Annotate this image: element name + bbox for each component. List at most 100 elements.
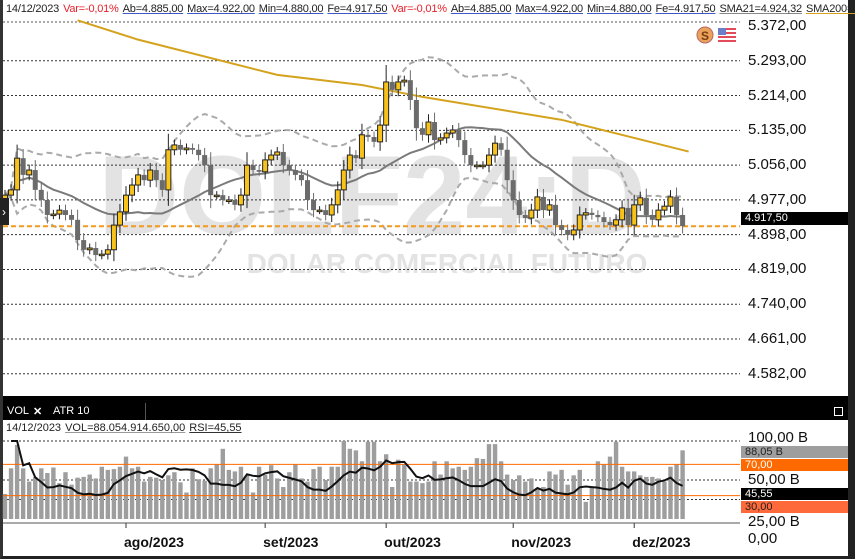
candle xyxy=(395,81,402,91)
header-max-2: Max=4.922,00 xyxy=(515,3,583,15)
volume-bar xyxy=(160,480,165,519)
volume-bar xyxy=(347,448,353,519)
candle xyxy=(14,157,21,191)
candle xyxy=(425,121,432,136)
candle xyxy=(365,134,371,138)
volume-bar xyxy=(323,480,328,519)
volume-bar xyxy=(20,468,26,519)
candle xyxy=(323,210,329,215)
candle xyxy=(443,132,450,139)
candle xyxy=(667,196,674,207)
candle xyxy=(346,154,353,171)
vol-axis-50: 50,00 B xyxy=(748,471,800,488)
volume-bar xyxy=(589,487,595,519)
header-sma200: SMA200=5.087,45 xyxy=(805,3,855,15)
price-header: 14/12/2023 Var=-0,01% Ab=4.885,00 Max=4.922… xyxy=(6,3,855,15)
price-axis-label: 4.819,00 xyxy=(748,260,807,278)
header-close: Fe=4.917,50 xyxy=(327,3,388,15)
candle xyxy=(86,247,93,251)
indicator-header: 14/12/2023 VOL=88.054.914.650,00 RSI=45,55 xyxy=(6,422,246,434)
indicator-rsi: RSI=45,55 xyxy=(189,422,242,434)
candle xyxy=(631,204,638,226)
candle xyxy=(20,158,26,175)
volume-bar xyxy=(123,456,129,519)
volume-bar xyxy=(529,478,534,519)
volume-bar xyxy=(166,475,171,519)
price-axis-label: 5.214,00 xyxy=(748,86,807,104)
candle xyxy=(183,147,190,151)
watermark-symbol: DOLF24:D xyxy=(98,133,646,258)
volume-bar xyxy=(420,483,425,519)
volume-bar xyxy=(317,466,322,519)
volume-bar xyxy=(135,466,141,519)
candle xyxy=(559,225,565,230)
volume-bar xyxy=(117,466,123,519)
candle xyxy=(655,209,662,221)
volume-bar xyxy=(8,468,14,519)
candle xyxy=(534,196,541,211)
price-axis-label: 5.372,00 xyxy=(748,17,807,34)
currency-icon[interactable] xyxy=(696,26,714,44)
candle xyxy=(449,129,456,134)
tab-atr[interactable]: ATR 10 xyxy=(53,405,90,417)
volume-bar xyxy=(226,469,232,519)
price-axis-label: 5.056,00 xyxy=(748,156,807,174)
volume-bar xyxy=(305,481,310,519)
volume-bar xyxy=(27,481,32,519)
candle xyxy=(528,209,535,219)
candle xyxy=(625,207,631,226)
header-min: Min=4.880,00 xyxy=(258,3,324,15)
volume-bar xyxy=(553,474,558,519)
candle xyxy=(479,164,486,168)
volume-bar xyxy=(390,487,395,519)
candle xyxy=(473,164,480,168)
price-axis-label: 5.135,00 xyxy=(748,121,807,139)
header-open-2: Ab=4.885,00 xyxy=(450,3,512,15)
currency-icon-letter: S xyxy=(701,29,709,43)
candle xyxy=(75,219,81,241)
us-flag-icon[interactable] xyxy=(718,28,736,42)
vol-axis-25: 25,00 B xyxy=(748,513,800,530)
volume-bar xyxy=(99,466,104,519)
price-axis-label: 4.977,00 xyxy=(748,190,807,208)
candle xyxy=(619,207,626,221)
candle xyxy=(135,174,142,186)
volume-bar xyxy=(184,492,189,519)
candle xyxy=(401,79,408,83)
candle xyxy=(601,217,607,223)
volume-bar xyxy=(492,444,498,519)
candle xyxy=(110,224,117,251)
candle xyxy=(565,229,571,235)
candle xyxy=(81,240,87,250)
tab-vol[interactable]: VOL xyxy=(7,405,30,417)
expand-panel-button[interactable] xyxy=(0,198,9,225)
volume-bar xyxy=(293,464,298,519)
volume-bar xyxy=(311,469,316,519)
volume-bar xyxy=(644,476,649,519)
candle xyxy=(292,170,298,175)
pane-divider[interactable] xyxy=(3,396,848,403)
volume-bar xyxy=(275,478,280,519)
candle xyxy=(353,155,359,159)
candle xyxy=(437,137,444,141)
volume-bar xyxy=(613,441,619,519)
candle xyxy=(340,169,347,191)
close-tab-icon[interactable]: ✕ xyxy=(33,406,43,418)
candle xyxy=(50,213,57,217)
volume-bar xyxy=(81,476,86,519)
candle xyxy=(26,169,33,176)
volume-bar xyxy=(269,465,274,519)
maximize-pane-icon[interactable] xyxy=(834,407,843,416)
header-open: Ab=4.885,00 xyxy=(122,3,184,15)
volume-bar xyxy=(359,461,365,519)
candle xyxy=(104,249,111,255)
volume-bar xyxy=(371,441,377,519)
candle xyxy=(643,197,649,215)
candle xyxy=(8,189,15,196)
candle xyxy=(510,180,516,200)
candle xyxy=(311,199,317,211)
price-axis-label: 4.582,00 xyxy=(748,364,807,382)
candle xyxy=(540,196,546,211)
candle xyxy=(280,151,286,166)
